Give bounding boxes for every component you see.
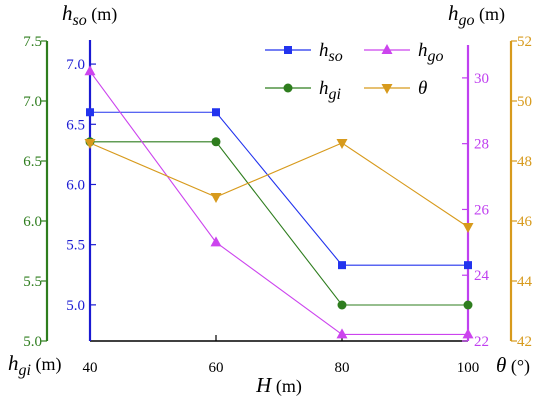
hso-tick-label: 7.0 xyxy=(66,57,85,73)
hgo-tick-label: 24 xyxy=(474,268,490,284)
hso-axis-title: hso (m) xyxy=(62,1,117,29)
theta-point xyxy=(84,139,96,149)
hgo-tick-label: 26 xyxy=(474,202,490,218)
hso-point xyxy=(338,261,346,270)
hgi-axis-title: hgi (m) xyxy=(8,351,61,379)
hgo-tick-label: 22 xyxy=(474,334,489,350)
legend-item-theta: θ xyxy=(364,78,427,99)
legend-item-hgi: hgi xyxy=(265,78,341,103)
hgo-point xyxy=(84,65,96,76)
theta-tick-label: 44 xyxy=(517,274,533,290)
theta-axis-title: θ (°) xyxy=(496,353,530,377)
hso-point xyxy=(86,108,94,117)
theta-point xyxy=(336,139,348,149)
hgi-tick-label: 5.0 xyxy=(23,334,42,350)
hgo-point xyxy=(462,328,474,339)
hgo-tick-label: 28 xyxy=(474,137,489,153)
theta-point xyxy=(462,223,474,233)
theta-tick-label: 42 xyxy=(517,334,532,350)
series-layer xyxy=(84,65,474,339)
theta-tick-label: 52 xyxy=(517,34,532,50)
legend-marker xyxy=(284,46,292,54)
hgo-axis-title: hgo (m) xyxy=(448,1,505,29)
legend-item-hgo: hgo xyxy=(364,40,444,65)
x-axis-title: H (m) xyxy=(255,373,302,397)
legend-label: θ xyxy=(418,78,427,99)
series-hso xyxy=(86,108,472,270)
series-theta xyxy=(84,139,474,233)
x-tick-label: 100 xyxy=(457,360,480,376)
hgo-point xyxy=(210,236,222,247)
series-hgo xyxy=(84,65,474,339)
hso-tick-label: 6.5 xyxy=(66,117,85,133)
axes-layer: 40 60 80 100 H (m) 5.0 5.5 6.0 6.5 7.0 5.0 5.5 6.0 6.… xyxy=(8,1,533,397)
legend-label: hgi xyxy=(319,78,341,103)
hso-line xyxy=(90,111,468,266)
hso-tick-label: 5.5 xyxy=(66,238,85,254)
legend: hso hgi hgo θ xyxy=(265,40,444,103)
hso-point xyxy=(464,261,472,270)
hgi-tick-label: 6.0 xyxy=(23,214,42,230)
legend-marker xyxy=(381,84,393,94)
hgi-tick-label: 7.5 xyxy=(23,34,42,50)
theta-point xyxy=(210,193,222,203)
series-hgi xyxy=(85,137,473,310)
theta-line xyxy=(89,142,469,228)
legend-marker xyxy=(381,44,393,54)
hgi-point xyxy=(463,300,473,310)
hgi-tick-label: 5.5 xyxy=(23,274,42,290)
legend-label: hso xyxy=(319,40,343,65)
legend-marker xyxy=(283,83,293,93)
hgi-tick-label: 6.5 xyxy=(23,154,42,170)
hgi-point xyxy=(211,137,221,147)
theta-tick-label: 48 xyxy=(517,154,532,170)
hgi-line xyxy=(90,141,468,306)
legend-label: hgo xyxy=(418,40,444,65)
x-tick-label: 80 xyxy=(335,360,350,376)
hso-tick-label: 5.0 xyxy=(66,298,85,314)
hgo-point xyxy=(336,328,348,339)
hgi-point xyxy=(337,300,347,310)
hgi-tick-label: 7.0 xyxy=(23,94,42,110)
theta-tick-label: 50 xyxy=(517,94,532,110)
x-tick-label: 40 xyxy=(83,360,98,376)
legend-item-hso: hso xyxy=(265,40,343,65)
hso-tick-label: 6.0 xyxy=(66,177,85,193)
hgo-tick-label: 30 xyxy=(474,71,489,87)
hgo-line xyxy=(89,70,468,335)
x-tick-label: 60 xyxy=(209,360,224,376)
hso-point xyxy=(212,108,220,117)
theta-tick-label: 46 xyxy=(517,214,533,230)
